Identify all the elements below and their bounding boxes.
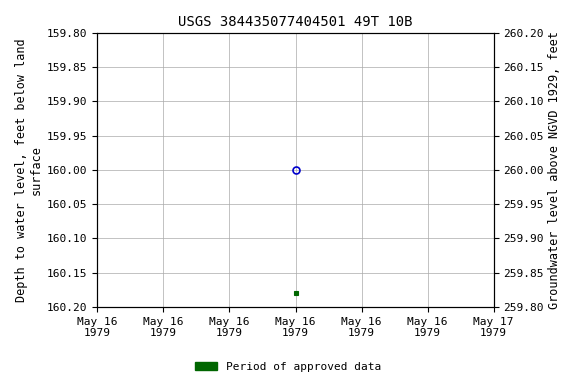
Y-axis label: Depth to water level, feet below land
surface: Depth to water level, feet below land su…: [15, 38, 43, 302]
Legend: Period of approved data: Period of approved data: [191, 358, 385, 377]
Title: USGS 384435077404501 49T 10B: USGS 384435077404501 49T 10B: [178, 15, 413, 29]
Y-axis label: Groundwater level above NGVD 1929, feet: Groundwater level above NGVD 1929, feet: [548, 31, 561, 309]
